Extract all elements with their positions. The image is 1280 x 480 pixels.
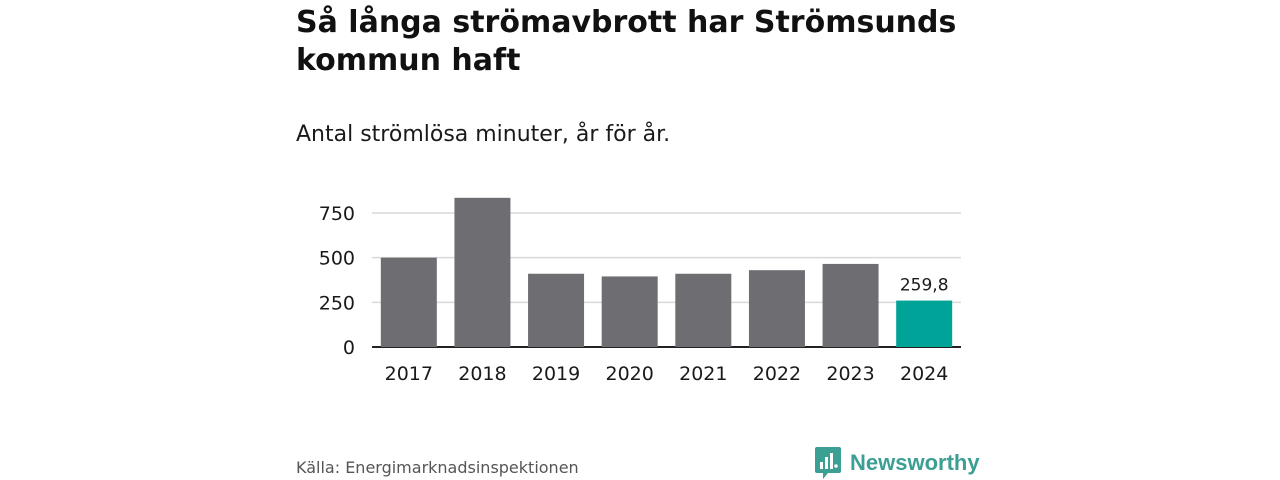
x-tick-label: 2019 <box>532 363 580 385</box>
chart-subtitle: Antal strömlösa minuter, år för år. <box>296 122 671 147</box>
y-tick-label: 750 <box>319 203 355 225</box>
bar-2017 <box>380 257 437 347</box>
bar-chart: 0 250 500 750 2017 2018 2019 2020 2021 2022 2023 20… <box>319 197 961 385</box>
y-tick-label: 250 <box>319 292 355 314</box>
brand-logo: Newsworthy <box>814 446 980 480</box>
x-tick-label: 2022 <box>753 363 801 385</box>
bar-2020 <box>601 276 658 347</box>
bar-2018 <box>454 197 511 347</box>
brand-name: Newsworthy <box>850 450 980 475</box>
x-tick-label: 2024 <box>900 363 948 385</box>
bar-2023 <box>822 263 879 347</box>
bar-2022 <box>748 270 805 347</box>
bar-2021 <box>675 273 732 347</box>
data-label: 259,8 <box>900 276 949 296</box>
newsworthy-logo-icon <box>815 447 841 479</box>
bar-2019 <box>528 273 585 347</box>
x-tick-label: 2017 <box>385 363 433 385</box>
x-tick-label: 2020 <box>606 363 654 385</box>
x-tick-label: 2021 <box>679 363 727 385</box>
y-tick-label: 500 <box>319 248 355 270</box>
y-tick-label: 0 <box>343 337 355 359</box>
x-tick-label: 2018 <box>458 363 506 385</box>
source-note: Källa: Energimarknadsinspektionen <box>296 458 579 477</box>
bar-2024 <box>896 300 953 347</box>
chart-title: Så långa strömavbrott har Strömsunds kom… <box>296 5 957 78</box>
x-tick-label: 2023 <box>826 363 874 385</box>
